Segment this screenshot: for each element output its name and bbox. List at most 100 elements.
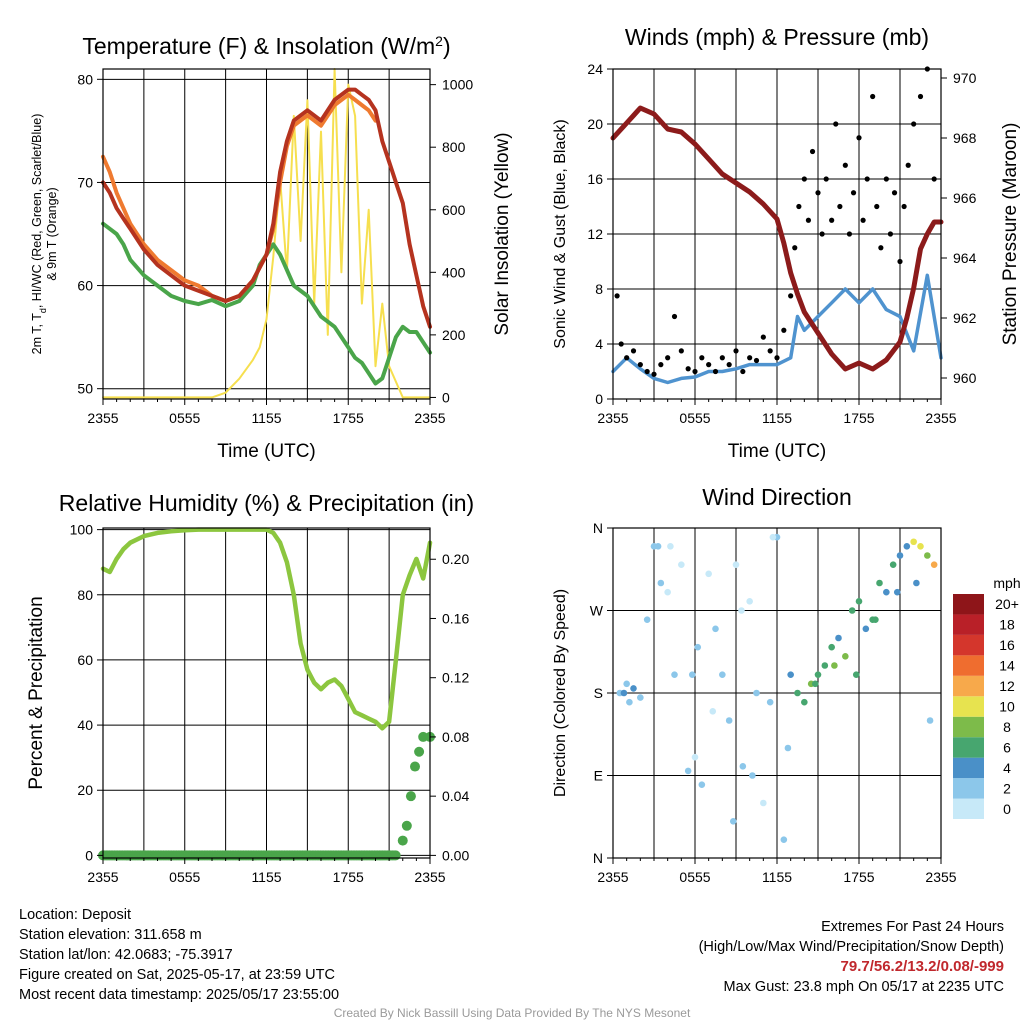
y-right-tick-label: 400 <box>442 264 466 280</box>
direction-point <box>760 799 767 807</box>
recent-data-text: Most recent data timestamp: 2025/05/17 2… <box>19 987 340 1003</box>
x-tick-label: 2355 <box>87 410 118 426</box>
chart-title-end: ) <box>443 33 451 59</box>
direction-point <box>903 543 911 550</box>
location-text: Location: Deposit <box>19 907 132 923</box>
direction-point <box>831 662 838 669</box>
gust-point <box>792 245 798 251</box>
gust-point <box>760 334 766 340</box>
y-tick-label: N <box>593 850 603 866</box>
direction-point <box>698 781 706 788</box>
direction-point <box>876 579 883 587</box>
legend-swatch <box>953 655 984 676</box>
created-text: Figure created on Sat, 2025-05-17, at 23… <box>19 967 335 983</box>
gust-point <box>815 190 821 196</box>
y-axis-label: 2m T, Td, HI/WC (Red, Green, Scarlet/Blu… <box>30 114 48 355</box>
legend-swatch <box>953 696 984 717</box>
precip-point <box>414 746 425 757</box>
gust-point <box>788 293 794 299</box>
direction-point <box>620 689 628 697</box>
legend-swatch <box>953 778 984 799</box>
gust-point <box>870 93 876 100</box>
direction-point <box>787 671 794 678</box>
gust-point <box>692 368 698 375</box>
gust-point <box>905 162 911 168</box>
y-tick-label: 60 <box>77 652 93 668</box>
legend-label: 18 <box>999 617 1015 633</box>
gust-point <box>819 231 825 237</box>
gust-point <box>624 355 630 361</box>
x-tick-label: 2355 <box>597 410 628 426</box>
direction-point <box>688 671 696 678</box>
gust-point <box>878 245 884 251</box>
legend-swatch <box>953 634 984 656</box>
gust-point <box>842 162 848 168</box>
x-tick-label: 0555 <box>169 410 200 426</box>
direction-point <box>766 698 774 706</box>
direction-point <box>828 643 835 651</box>
legend-label: 8 <box>1003 719 1011 735</box>
chart-title: Relative Humidity (%) & Precipitation (i… <box>59 490 474 516</box>
y-right-tick-label: 0.12 <box>442 670 469 686</box>
extremes-subtitle: (High/Low/Max Wind/Precipitation/Snow De… <box>698 939 1004 955</box>
gust-point <box>678 348 684 354</box>
y-right-tick-label: 600 <box>442 202 466 218</box>
gust-point <box>917 93 924 100</box>
gust-point <box>651 371 657 377</box>
chart-2: 2355 0555 1155 1755 2355 0 4 8 12 16 20 24 960 962 964… <box>552 24 1021 462</box>
legend-label: 14 <box>999 658 1015 674</box>
y-tick-label: S <box>594 685 603 701</box>
gust-point <box>706 362 712 368</box>
direction-point <box>749 772 756 779</box>
legend-label: 0 <box>1003 801 1011 817</box>
legend-label: 10 <box>999 699 1015 715</box>
gust-point <box>887 231 894 237</box>
gust-point <box>753 357 760 364</box>
direction-point <box>664 588 671 596</box>
y-tick-label: 4 <box>595 336 603 352</box>
direction-point <box>930 561 938 568</box>
x-tick-label: 2355 <box>925 410 956 426</box>
gust-point <box>685 366 691 372</box>
pressure-line <box>610 105 944 372</box>
humidity-line <box>100 527 433 731</box>
direction-point <box>835 634 842 642</box>
dewpoint-line <box>101 221 432 386</box>
direction-point <box>862 625 870 633</box>
gust-point <box>630 348 637 354</box>
direction-point <box>630 685 637 692</box>
direction-point <box>712 625 719 633</box>
y-right-tick-label: 962 <box>953 310 977 326</box>
precip-point <box>401 820 412 831</box>
gust-point <box>726 362 732 368</box>
direction-point <box>883 588 890 596</box>
y-right-tick-label: 0.16 <box>442 610 469 626</box>
x-axis-label: Time (UTC) <box>728 441 827 462</box>
gust-point <box>801 176 807 182</box>
chart-title-superscript: 2 <box>435 33 443 49</box>
y-right-tick-label: 800 <box>442 139 466 155</box>
direction-point <box>732 561 740 568</box>
legend-swatch <box>953 798 984 819</box>
gust-point <box>618 341 624 347</box>
direction-point <box>654 543 662 550</box>
gust-point <box>644 368 650 375</box>
direction-point <box>626 698 633 706</box>
gust-point <box>860 217 866 223</box>
direction-point <box>719 671 726 678</box>
direction-point <box>725 717 733 724</box>
gust-point <box>699 355 705 361</box>
gust-point <box>829 217 835 223</box>
direction-point <box>623 680 630 688</box>
direction-point <box>738 607 745 614</box>
y-axis-label: Direction (Colored By Speed) <box>552 589 569 797</box>
legend-swatch <box>953 737 984 758</box>
speed-legend: mph 0 2 4 6 8 10 12 14 16 18 20+ <box>953 575 1021 819</box>
gust-point <box>712 368 719 375</box>
y-right-tick-label: 966 <box>953 190 977 206</box>
y-right-tick-label: 1000 <box>442 77 473 93</box>
direction-point <box>746 598 753 605</box>
x-tick-label: 2355 <box>925 869 956 885</box>
y-tick-label: 20 <box>587 116 603 132</box>
y-axis-label: Sonic Wind & Gust (Blue, Black) <box>552 119 569 348</box>
